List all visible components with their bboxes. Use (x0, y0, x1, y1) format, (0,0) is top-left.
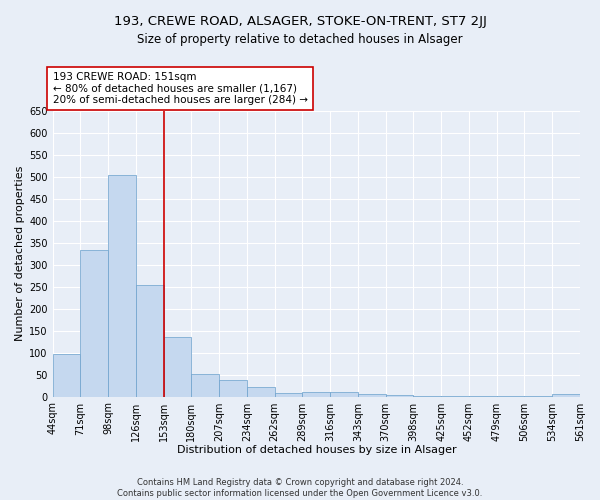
Bar (80, 250, 108, 396)
Bar (275, 393, 302, 396)
Y-axis label: Number of detached properties: Number of detached properties (15, 166, 25, 342)
Bar (191, 374, 219, 396)
X-axis label: Distribution of detached houses by size in Alsager: Distribution of detached houses by size … (176, 445, 456, 455)
Text: Size of property relative to detached houses in Alsager: Size of property relative to detached ho… (137, 32, 463, 46)
Bar (219, 380, 247, 396)
Text: 193 CREWE ROAD: 151sqm
← 80% of detached houses are smaller (1,167)
20% of semi-: 193 CREWE ROAD: 151sqm ← 80% of detached… (53, 72, 308, 105)
Bar (552, 394, 580, 396)
Bar (164, 338, 191, 396)
Bar (358, 394, 386, 396)
Bar (53, 354, 80, 397)
Bar (108, 174, 136, 396)
Text: Contains HM Land Registry data © Crown copyright and database right 2024.
Contai: Contains HM Land Registry data © Crown c… (118, 478, 482, 498)
Bar (136, 286, 164, 397)
Text: 193, CREWE ROAD, ALSAGER, STOKE-ON-TRENT, ST7 2JJ: 193, CREWE ROAD, ALSAGER, STOKE-ON-TRENT… (113, 15, 487, 28)
Bar (302, 392, 330, 396)
Bar (330, 392, 358, 396)
Bar (247, 387, 275, 396)
